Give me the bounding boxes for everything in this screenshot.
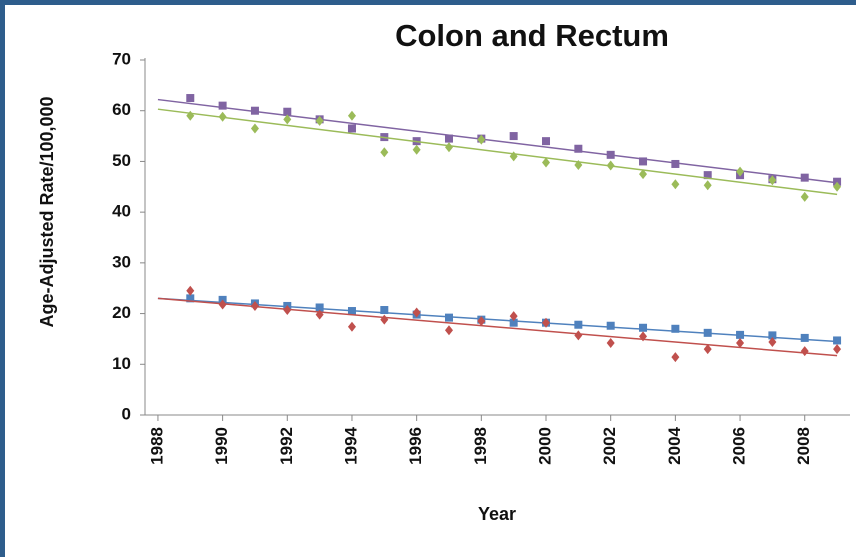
point	[833, 181, 842, 192]
x-tick-label: 2000	[535, 427, 554, 465]
trend-line	[157, 297, 838, 357]
point	[671, 179, 680, 190]
y-tick-label: 20	[112, 303, 131, 322]
point	[347, 124, 356, 133]
point	[639, 323, 648, 332]
y-tick-label: 0	[122, 404, 131, 423]
y-tick-label: 50	[112, 151, 131, 170]
point	[186, 294, 195, 303]
point	[833, 177, 842, 186]
point	[509, 132, 518, 141]
y-tick-label: 30	[112, 252, 131, 271]
point	[671, 324, 680, 333]
x-tick-label: 1992	[277, 427, 296, 465]
point	[412, 144, 421, 155]
point	[186, 94, 195, 103]
point	[283, 114, 292, 125]
trend-line	[157, 297, 838, 343]
point	[542, 317, 551, 328]
point	[542, 137, 551, 146]
point	[768, 175, 777, 186]
point	[186, 285, 195, 296]
point	[800, 173, 809, 182]
point	[639, 157, 648, 166]
x-tick-label: 1996	[406, 427, 425, 465]
point	[574, 330, 583, 341]
point	[283, 107, 292, 116]
point	[477, 134, 486, 145]
x-tick-label: 1988	[147, 427, 166, 465]
point	[412, 307, 421, 318]
point	[833, 336, 842, 345]
point	[606, 321, 615, 330]
point	[768, 331, 777, 340]
point	[444, 134, 453, 143]
y-tick-label: 70	[112, 49, 131, 68]
x-tick-label: 1990	[212, 427, 231, 465]
point	[380, 314, 389, 325]
point	[606, 337, 615, 348]
point	[347, 321, 356, 332]
point	[250, 123, 259, 134]
point	[380, 147, 389, 158]
point	[477, 316, 486, 327]
point	[218, 101, 227, 110]
point	[542, 157, 551, 168]
point	[444, 142, 453, 153]
point	[736, 337, 745, 348]
point	[800, 346, 809, 357]
x-tick-label: 1994	[341, 426, 360, 464]
point	[671, 159, 680, 168]
x-tick-label: 1998	[471, 427, 490, 465]
point	[671, 352, 680, 363]
point	[347, 110, 356, 121]
point	[315, 115, 324, 126]
chart-title: Colon and Rectum	[395, 18, 669, 53]
point	[380, 306, 389, 315]
point	[736, 166, 745, 177]
x-tick-label: 2004	[665, 426, 684, 464]
trend-line	[157, 108, 838, 196]
point	[444, 313, 453, 322]
point	[315, 303, 324, 312]
point	[444, 325, 453, 336]
y-tick-label: 10	[112, 354, 131, 373]
x-tick-label: 2002	[600, 427, 619, 465]
point	[509, 318, 518, 327]
x-axis-label: Year	[478, 504, 516, 524]
frame-top	[0, 0, 856, 5]
y-tick-label: 60	[112, 100, 131, 119]
point	[833, 344, 842, 355]
y-axis-label: Age-Adjusted Rate/100,000	[37, 96, 57, 327]
x-tick-label: 2006	[730, 427, 749, 465]
y-tick-label: 40	[112, 202, 131, 221]
frame-left	[0, 0, 5, 557]
point	[703, 344, 712, 355]
point	[800, 191, 809, 202]
point	[768, 336, 777, 347]
point	[800, 333, 809, 342]
point	[509, 311, 518, 322]
trend-line	[157, 98, 838, 184]
point	[703, 180, 712, 191]
point	[639, 169, 648, 180]
point	[703, 171, 712, 180]
point	[574, 144, 583, 153]
x-tick-label: 2008	[794, 427, 813, 465]
